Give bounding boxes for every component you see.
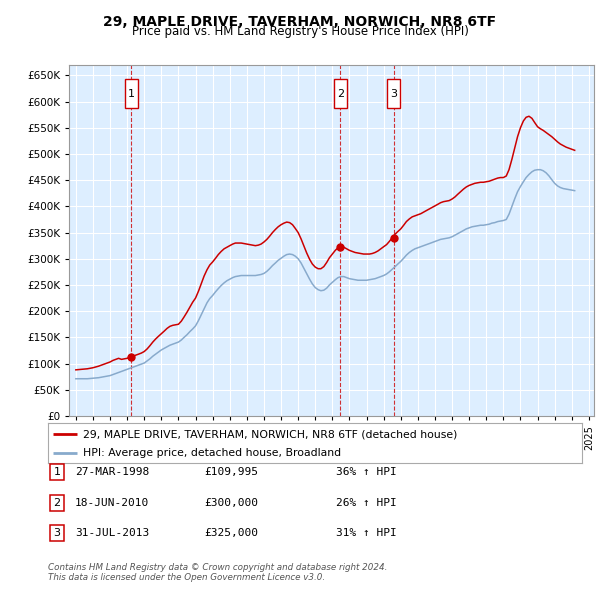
- Text: 3: 3: [53, 529, 61, 538]
- FancyBboxPatch shape: [125, 79, 137, 109]
- Text: 29, MAPLE DRIVE, TAVERHAM, NORWICH, NR8 6TF (detached house): 29, MAPLE DRIVE, TAVERHAM, NORWICH, NR8 …: [83, 430, 457, 440]
- Text: Price paid vs. HM Land Registry's House Price Index (HPI): Price paid vs. HM Land Registry's House …: [131, 25, 469, 38]
- Text: 27-MAR-1998: 27-MAR-1998: [75, 467, 149, 477]
- FancyBboxPatch shape: [334, 79, 347, 109]
- Text: 18-JUN-2010: 18-JUN-2010: [75, 498, 149, 507]
- Text: Contains HM Land Registry data © Crown copyright and database right 2024.: Contains HM Land Registry data © Crown c…: [48, 563, 388, 572]
- Text: 29, MAPLE DRIVE, TAVERHAM, NORWICH, NR8 6TF: 29, MAPLE DRIVE, TAVERHAM, NORWICH, NR8 …: [103, 15, 497, 29]
- Text: 26% ↑ HPI: 26% ↑ HPI: [336, 498, 397, 507]
- Text: 36% ↑ HPI: 36% ↑ HPI: [336, 467, 397, 477]
- Text: 2: 2: [337, 88, 344, 99]
- Text: 1: 1: [53, 467, 61, 477]
- Text: £325,000: £325,000: [204, 529, 258, 538]
- Text: 1: 1: [128, 88, 134, 99]
- Text: 31-JUL-2013: 31-JUL-2013: [75, 529, 149, 538]
- Text: This data is licensed under the Open Government Licence v3.0.: This data is licensed under the Open Gov…: [48, 573, 325, 582]
- Text: 31% ↑ HPI: 31% ↑ HPI: [336, 529, 397, 538]
- Text: £300,000: £300,000: [204, 498, 258, 507]
- Text: 3: 3: [390, 88, 397, 99]
- Text: HPI: Average price, detached house, Broadland: HPI: Average price, detached house, Broa…: [83, 448, 341, 458]
- Text: 2: 2: [53, 498, 61, 507]
- FancyBboxPatch shape: [387, 79, 400, 109]
- Text: £109,995: £109,995: [204, 467, 258, 477]
